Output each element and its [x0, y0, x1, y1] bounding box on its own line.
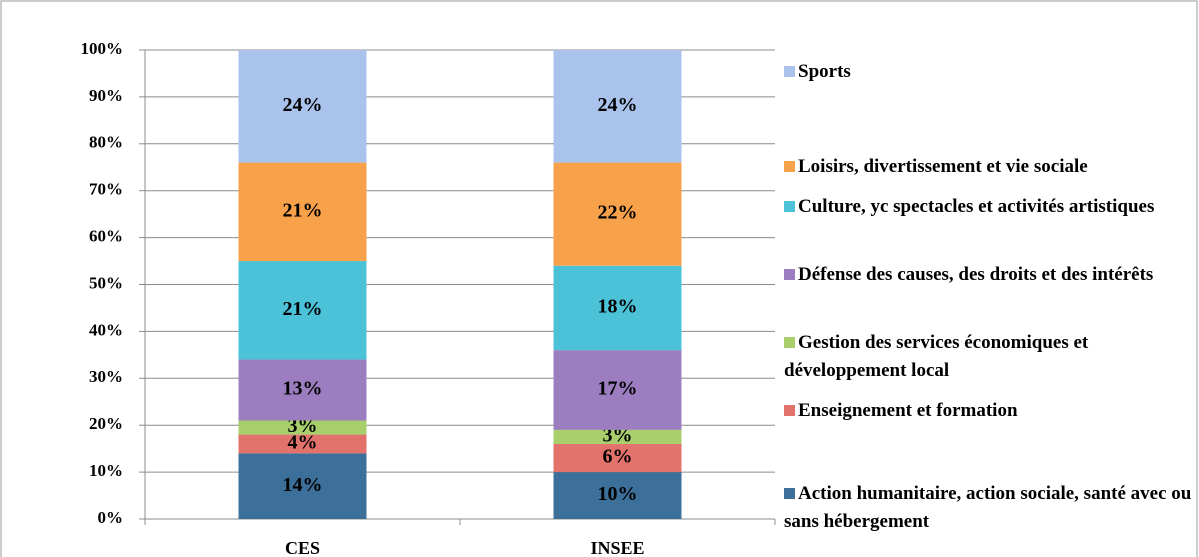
y-tick-label: 80%	[89, 133, 123, 152]
data-label: 4%	[288, 432, 318, 454]
data-label: 10%	[598, 483, 638, 505]
legend-swatch	[784, 405, 795, 416]
y-tick-label: 70%	[89, 180, 123, 199]
legend-label: Sports	[798, 61, 851, 82]
legend-swatch	[784, 269, 795, 280]
legend-swatch	[784, 201, 795, 212]
y-tick-label: 100%	[81, 39, 124, 58]
bar-segment	[553, 265, 682, 351]
y-tick-label: 10%	[89, 461, 123, 480]
y-tick-label: 60%	[89, 227, 123, 246]
data-label: 14%	[283, 474, 323, 496]
legend-entry: Culture, yc spectacles et activités arti…	[784, 193, 1194, 221]
bar-segment	[553, 350, 682, 430]
legend-entry: Défense des causes, des droits et des in…	[784, 261, 1194, 289]
legend-label: Défense des causes, des droits et des in…	[798, 264, 1154, 285]
y-tick-label: 90%	[89, 86, 123, 105]
legend-label: Culture, yc spectacles et activités arti…	[798, 196, 1155, 217]
legend-entry: Sports	[784, 58, 1194, 86]
y-tick-label: 0%	[98, 508, 124, 527]
bar-segment	[553, 162, 682, 266]
y-tick-label: 40%	[89, 320, 123, 339]
legend-swatch	[784, 488, 795, 499]
legend-label: Enseignement et formation	[798, 400, 1018, 421]
bar-segment	[238, 420, 367, 435]
bar-segment	[553, 443, 682, 473]
bar-segment	[238, 434, 367, 454]
data-label: 21%	[283, 199, 323, 221]
y-tick-label: 20%	[89, 414, 123, 433]
bar-segment	[238, 50, 367, 163]
bar-segment	[238, 359, 367, 421]
legend-entry: Gestion des services économiques et déve…	[784, 329, 1194, 385]
data-label: 18%	[598, 296, 638, 318]
data-label: 21%	[283, 298, 323, 320]
data-label: 6%	[603, 446, 633, 468]
bar-segment	[553, 50, 682, 163]
data-label: 24%	[283, 94, 323, 116]
data-label: 22%	[598, 202, 638, 224]
x-tick-label: CES	[285, 538, 320, 557]
y-tick-label: 50%	[89, 273, 123, 292]
data-label: 3%	[603, 425, 633, 447]
legend-swatch	[784, 161, 795, 172]
legend-swatch	[784, 66, 795, 77]
bar-segment	[238, 261, 367, 360]
bar-segment	[553, 429, 682, 444]
bar-segment	[238, 162, 367, 262]
data-label: 24%	[598, 94, 638, 116]
legend-entry: Enseignement et formation	[784, 397, 1194, 425]
data-label: 3%	[288, 415, 318, 437]
legend-entry: Loisirs, divertissement et vie sociale	[784, 153, 1194, 181]
legend-label: Loisirs, divertissement et vie sociale	[798, 156, 1088, 177]
legend-label: Gestion des services économiques et déve…	[784, 332, 1089, 381]
bar-segment	[238, 453, 367, 519]
data-label: 17%	[598, 378, 638, 400]
legend-label: Action humanitaire, action sociale, sant…	[784, 483, 1192, 532]
x-tick-label: INSEE	[590, 538, 644, 557]
bar-segment	[553, 472, 682, 519]
legend-swatch	[784, 337, 795, 348]
y-tick-label: 30%	[89, 367, 123, 386]
data-label: 13%	[283, 378, 323, 400]
legend-entry: Action humanitaire, action sociale, sant…	[784, 480, 1194, 536]
